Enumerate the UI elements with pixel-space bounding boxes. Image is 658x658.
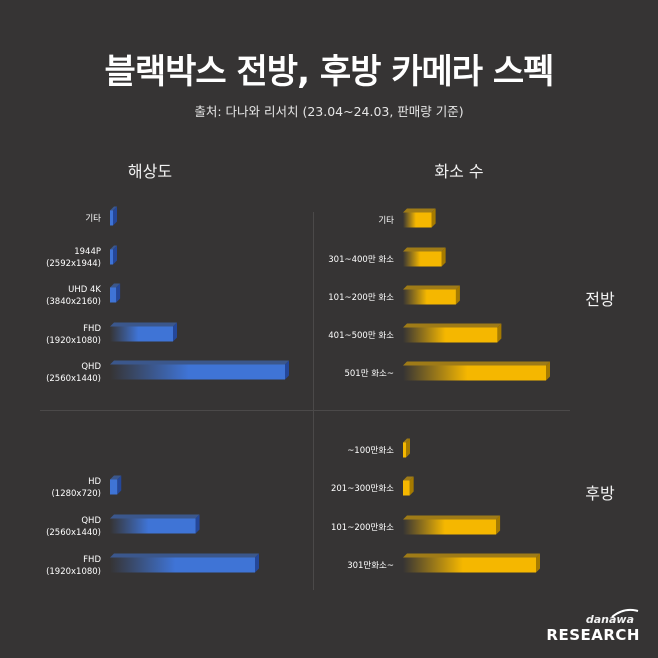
category-label-front-pixels-0: 기타 bbox=[378, 216, 394, 226]
swoosh-icon bbox=[611, 608, 639, 618]
column-heading-resolution: 해상도 bbox=[127, 162, 173, 181]
bar-rear-resolution-1 bbox=[110, 514, 200, 534]
logo-small-text: danawa bbox=[585, 613, 634, 626]
bar-rear-pixels-0 bbox=[403, 438, 410, 458]
bar-front-resolution-0 bbox=[110, 206, 117, 226]
category-label-rear-pixels-2: 101~200만화소 bbox=[331, 523, 394, 533]
vertical-divider bbox=[313, 212, 314, 590]
bar-front-resolution-3 bbox=[110, 322, 177, 342]
bar-rear-pixels-3 bbox=[403, 553, 540, 573]
category-label-rear-resolution-0: HD (1280x720) bbox=[51, 477, 101, 499]
logo-big-text: RESEARCH bbox=[546, 626, 640, 644]
bar-front-resolution-2 bbox=[110, 283, 121, 303]
bar-front-pixels-0 bbox=[403, 208, 436, 228]
column-heading-pixels: 화소 수 bbox=[434, 162, 484, 181]
category-label-front-resolution-2: UHD 4K (3840x2160) bbox=[46, 285, 101, 307]
bar-front-pixels-1 bbox=[403, 247, 446, 267]
bar-rear-pixels-1 bbox=[403, 476, 414, 496]
bar-front-pixels-3 bbox=[403, 323, 502, 343]
page-title: 블랙박스 전방, 후방 카메라 스펙 bbox=[104, 52, 555, 92]
category-label-front-pixels-1: 301~400만 화소 bbox=[328, 255, 394, 265]
bar-front-resolution-1 bbox=[110, 245, 117, 265]
category-label-front-resolution-3: FHD (1920x1080) bbox=[46, 324, 101, 346]
bar-rear-resolution-0 bbox=[110, 475, 122, 495]
category-label-front-resolution-0: 기타 bbox=[85, 214, 101, 224]
category-label-rear-resolution-2: FHD (1920x1080) bbox=[46, 555, 101, 577]
category-label-front-pixels-2: 101~200만 화소 bbox=[328, 293, 394, 303]
source-subtitle: 출처: 다나와 리서치 (23.04~24.03, 판매량 기준) bbox=[194, 104, 464, 119]
category-label-front-pixels-4: 501만 화소~ bbox=[344, 369, 394, 379]
category-label-front-resolution-4: QHD (2560x1440) bbox=[46, 362, 101, 384]
horizontal-divider bbox=[40, 410, 570, 411]
group-label-front: 전방 bbox=[585, 290, 615, 309]
bar-front-pixels-4 bbox=[403, 361, 550, 381]
category-label-front-resolution-1: 1944P (2592x1944) bbox=[46, 247, 101, 269]
category-label-rear-pixels-0: ~100만화소 bbox=[347, 446, 394, 456]
category-label-rear-resolution-1: QHD (2560x1440) bbox=[46, 516, 101, 538]
group-label-rear: 후방 bbox=[585, 484, 615, 503]
danawa-research-logo: danawa RESEARCH bbox=[546, 608, 640, 644]
bar-rear-pixels-2 bbox=[403, 515, 501, 535]
bar-front-resolution-4 bbox=[110, 360, 289, 380]
category-label-rear-pixels-1: 201~300만화소 bbox=[331, 484, 394, 494]
bar-rear-resolution-2 bbox=[110, 553, 259, 573]
category-label-front-pixels-3: 401~500만 화소 bbox=[328, 331, 394, 341]
category-label-rear-pixels-3: 301만화소~ bbox=[347, 561, 394, 571]
bar-front-pixels-2 bbox=[403, 285, 460, 305]
